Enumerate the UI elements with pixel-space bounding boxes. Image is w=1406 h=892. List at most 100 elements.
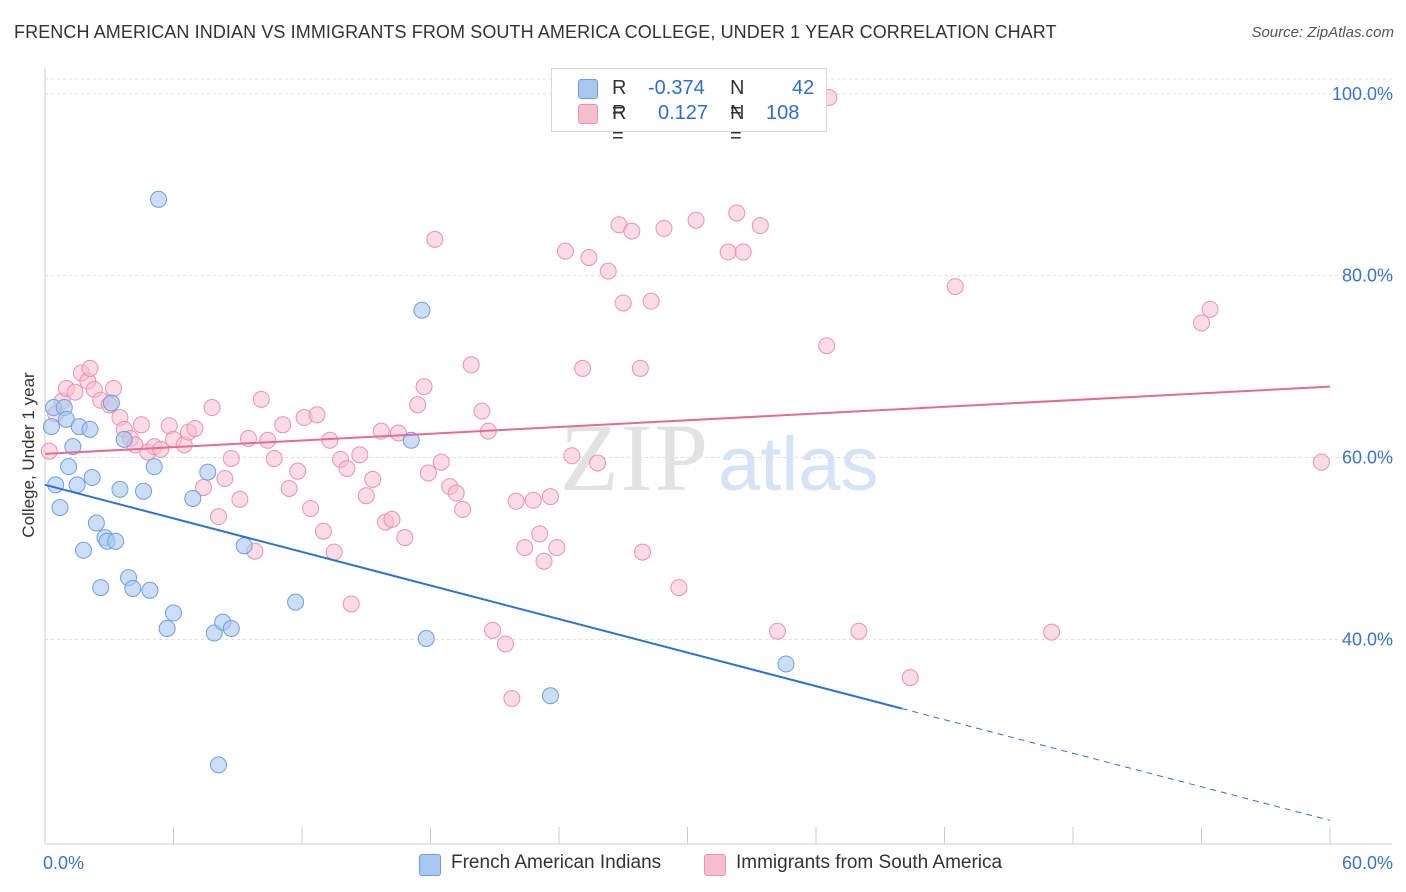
pink-point [574, 359, 592, 377]
blue-point [135, 482, 153, 500]
pink-point [252, 390, 270, 408]
y-tick-label: 60.0% [1342, 448, 1393, 468]
legend-swatch-blue [578, 79, 598, 99]
blue-point [92, 579, 110, 597]
pink-point [389, 424, 407, 442]
blue-point [402, 431, 420, 449]
x-tick-label-right: 60.0% [1342, 853, 1393, 873]
blue-point [184, 489, 202, 507]
blue-point [124, 579, 142, 597]
blue-point [141, 581, 159, 599]
pink-point [728, 204, 746, 222]
pink-point [105, 379, 123, 397]
pink-point [580, 249, 598, 266]
blue-point [81, 420, 99, 438]
blue-point [209, 756, 227, 774]
n-label: N = [730, 77, 745, 122]
y-tick-label: 100.0% [1332, 84, 1393, 104]
blue-point [87, 514, 105, 532]
pink-trend-line [44, 385, 1331, 455]
pink-point [152, 440, 170, 458]
chart-title: FRENCH AMERICAN INDIAN VS IMMIGRANTS FRO… [14, 22, 1057, 42]
correlation-legend: R = -0.374 N = 42 R = 0.127 N = 108 [551, 68, 827, 147]
pink-point [364, 470, 382, 488]
blue-point [145, 458, 163, 476]
pink-point [462, 356, 480, 374]
pink-point [426, 230, 444, 248]
pink-point [259, 431, 277, 449]
legend-swatch-blue [419, 854, 441, 876]
pink-point [751, 217, 769, 235]
pink-point [655, 219, 673, 237]
pink-point [563, 447, 581, 465]
pink-point [419, 464, 437, 482]
blue-point [42, 418, 60, 436]
pink-point [507, 492, 525, 510]
blue-point [287, 593, 305, 611]
pink-point [670, 579, 688, 597]
r-value: -0.374 [648, 77, 705, 99]
legend-label: Immigrants from South America [736, 852, 1003, 873]
pink-point [308, 406, 326, 424]
x-tick-label-left: 0.0% [43, 853, 84, 873]
pink-point [396, 529, 414, 547]
pink-point [302, 499, 320, 517]
pink-point [623, 222, 641, 240]
blue-point [51, 499, 69, 517]
pink-point [631, 359, 649, 377]
r-label: R = [612, 102, 627, 147]
pink-point [946, 278, 964, 296]
pink-point [409, 396, 427, 414]
pink-point [274, 416, 292, 434]
pink-point [132, 416, 150, 434]
pink-point [186, 419, 204, 437]
pink-point [734, 243, 752, 261]
blue-point [165, 604, 182, 622]
watermark-atlas: atlas [718, 422, 879, 507]
pink-point [516, 539, 534, 557]
blue-point [64, 438, 82, 456]
y-tick-label: 80.0% [1342, 266, 1393, 286]
pink-point [548, 539, 566, 557]
trend-lines [44, 385, 1331, 821]
blue-point [111, 480, 129, 498]
blue-point [107, 532, 125, 550]
blue-point [222, 619, 240, 637]
pink-point [818, 337, 836, 355]
legend-label: French American Indians [451, 852, 662, 873]
blue-trend-line [44, 483, 902, 710]
pink-point [357, 487, 375, 505]
pink-point [231, 490, 249, 508]
blue-point [57, 410, 75, 428]
blue-point [777, 655, 795, 673]
pink-point [265, 449, 283, 467]
pink-point [535, 552, 553, 570]
n-label: N = [730, 102, 745, 147]
pink-point [484, 621, 502, 639]
pink-point [901, 669, 919, 687]
blue-series-points [42, 190, 795, 774]
r-label: R = [612, 77, 627, 122]
y-tick-label: 40.0% [1342, 629, 1393, 649]
pink-point [687, 211, 705, 229]
n-value: 42 [792, 77, 815, 99]
pink-point [222, 449, 240, 467]
watermark-zip: ZIP [560, 404, 710, 511]
pink-point [642, 292, 660, 310]
pink-point [289, 462, 307, 480]
pink-point [503, 690, 521, 708]
blue-point [102, 394, 120, 412]
pink-point [850, 622, 868, 640]
pink-point [541, 488, 559, 506]
blue-point [60, 458, 78, 476]
pink-point [216, 469, 234, 487]
blue-point [541, 687, 559, 705]
pink-point [524, 491, 542, 509]
n-value: 108 [766, 102, 800, 124]
pink-point [473, 402, 491, 420]
pink-point [589, 454, 607, 472]
pink-point [1312, 453, 1330, 471]
pink-point [1201, 300, 1219, 318]
source-credit: Source: ZipAtlas.com [1251, 24, 1394, 41]
